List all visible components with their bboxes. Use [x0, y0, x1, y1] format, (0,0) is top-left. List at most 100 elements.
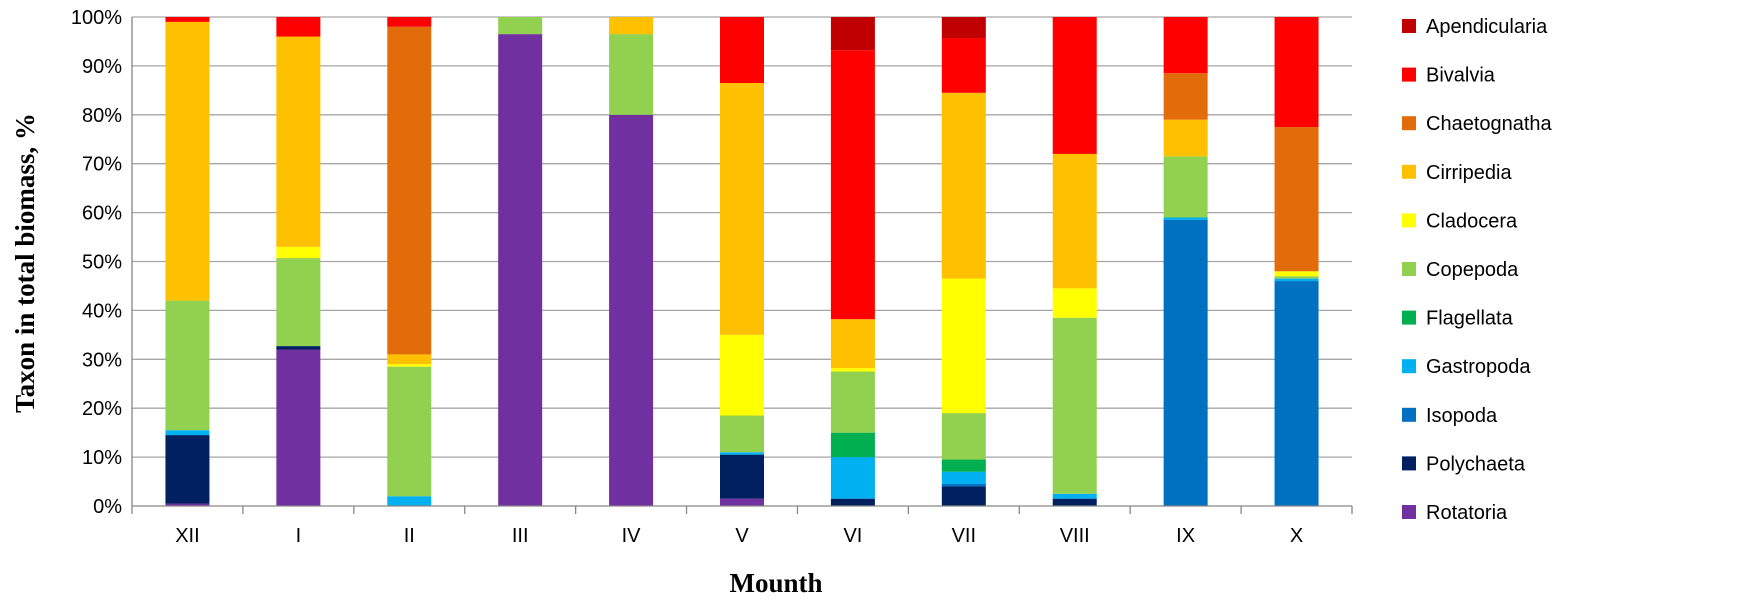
legend-swatch	[1402, 359, 1416, 374]
bar-segment	[830, 17, 875, 51]
bar-segment	[941, 483, 986, 487]
x-tick-label: IV	[622, 525, 642, 547]
legend-label: Bivalvia	[1426, 65, 1496, 87]
x-axis-title: Mounth	[729, 568, 822, 598]
y-tick-label: 30%	[82, 349, 122, 371]
bar-segment	[830, 457, 875, 499]
bar-segment	[387, 366, 432, 497]
bar-segment	[720, 415, 764, 453]
bar-segment	[720, 498, 764, 506]
y-tick-label: 0%	[93, 496, 122, 518]
bar-segment	[165, 21, 210, 301]
bar-segment	[1274, 127, 1319, 272]
bar-segment	[720, 83, 764, 335]
bar-segment	[498, 17, 543, 35]
bar-segment	[1274, 278, 1319, 282]
legend-swatch	[1402, 213, 1416, 228]
y-tick-label: 80%	[82, 105, 122, 127]
x-tick-label: VIII	[1060, 525, 1090, 547]
bar-segment	[1163, 119, 1208, 157]
x-tick-label: I	[296, 525, 302, 547]
legend-swatch	[1402, 67, 1416, 82]
legend-label: Flagellata	[1426, 308, 1514, 330]
legend-swatch	[1402, 262, 1416, 276]
bar-segment	[387, 496, 432, 506]
bar-segment	[276, 246, 321, 259]
bar-segment	[1163, 219, 1208, 506]
bar-segment	[941, 92, 986, 279]
bar-segment	[941, 471, 986, 484]
bar-segment	[941, 278, 986, 414]
x-tick-label: VII	[952, 525, 976, 547]
bar-segment	[830, 432, 875, 458]
bar-segment	[276, 346, 321, 350]
bar-segment	[276, 349, 321, 506]
bar-segment	[720, 452, 764, 455]
legend-label: Chaetognatha	[1426, 113, 1553, 135]
bar-segment	[941, 17, 986, 39]
y-tick-label: 100%	[71, 7, 122, 29]
legend-label: Rotatoria	[1426, 502, 1508, 524]
y-tick-label: 40%	[82, 300, 122, 322]
bar-segment	[165, 300, 210, 431]
bar-segment	[1163, 73, 1208, 120]
bar-segment	[609, 17, 654, 35]
bar-segment	[720, 454, 764, 499]
x-tick-label: III	[512, 525, 529, 547]
bar-segment	[830, 371, 875, 433]
bar-segment	[1274, 17, 1319, 128]
y-tick-label: 10%	[82, 447, 122, 469]
bar-segment	[387, 17, 432, 27]
legend-swatch	[1402, 116, 1416, 131]
legend-label: Cirripedia	[1426, 162, 1512, 184]
axes: 0%10%20%30%40%50%60%70%80%90%100%XII I II I…	[71, 7, 1353, 547]
bar-segment	[830, 368, 875, 372]
bar-segment	[609, 34, 654, 115]
bar-segment	[1274, 271, 1319, 277]
bar-segment	[1052, 493, 1097, 499]
legend-swatch	[1402, 19, 1416, 33]
bar-segment	[941, 38, 986, 93]
bar-segment	[1163, 217, 1208, 220]
y-tick-label: 70%	[82, 154, 122, 176]
x-tick-label: X	[1290, 525, 1303, 547]
bar-segment	[720, 17, 764, 84]
bar-segment	[609, 114, 654, 507]
bar-segment	[165, 17, 210, 22]
y-tick-label: 60%	[82, 203, 122, 225]
bar-segment	[165, 503, 210, 506]
bar-segment	[720, 334, 764, 416]
y-tick-label: 50%	[82, 252, 122, 274]
bar-segment	[387, 354, 432, 365]
bar-segment	[1052, 498, 1097, 506]
bar-segment	[1052, 317, 1097, 494]
legend-swatch	[1402, 164, 1416, 179]
bar-segment	[276, 36, 321, 247]
legend: Apendicularia Bivalvia Chaetognatha Cirripe…	[1402, 16, 1553, 524]
legend-swatch	[1402, 505, 1416, 519]
bar-segment	[276, 258, 321, 347]
legend-swatch	[1402, 310, 1416, 325]
bar-segment	[830, 319, 875, 369]
x-tick-label: VI	[843, 525, 862, 547]
legend-label: Copepoda	[1426, 259, 1519, 281]
bar-segment	[830, 498, 875, 506]
bar-segment	[941, 459, 986, 472]
legend-label: Polychaeta	[1426, 453, 1526, 475]
bar-segment	[1274, 281, 1319, 506]
legend-label: Cladocera	[1426, 210, 1518, 232]
x-tick-label: XII	[175, 525, 199, 547]
bar-segment	[1274, 276, 1319, 279]
bar-segment	[941, 413, 986, 460]
bar-segment	[830, 50, 875, 320]
bar-segment	[941, 486, 986, 506]
bar-segment	[1052, 288, 1097, 318]
y-axis-title: Taxon in total biomass, %	[10, 113, 40, 413]
bar-segment	[387, 364, 432, 367]
bar-segment	[1052, 17, 1097, 154]
legend-label: Isopoda	[1426, 405, 1498, 427]
bar-segment	[498, 34, 543, 507]
y-tick-label: 20%	[82, 398, 122, 420]
bar-segment	[1163, 17, 1208, 74]
